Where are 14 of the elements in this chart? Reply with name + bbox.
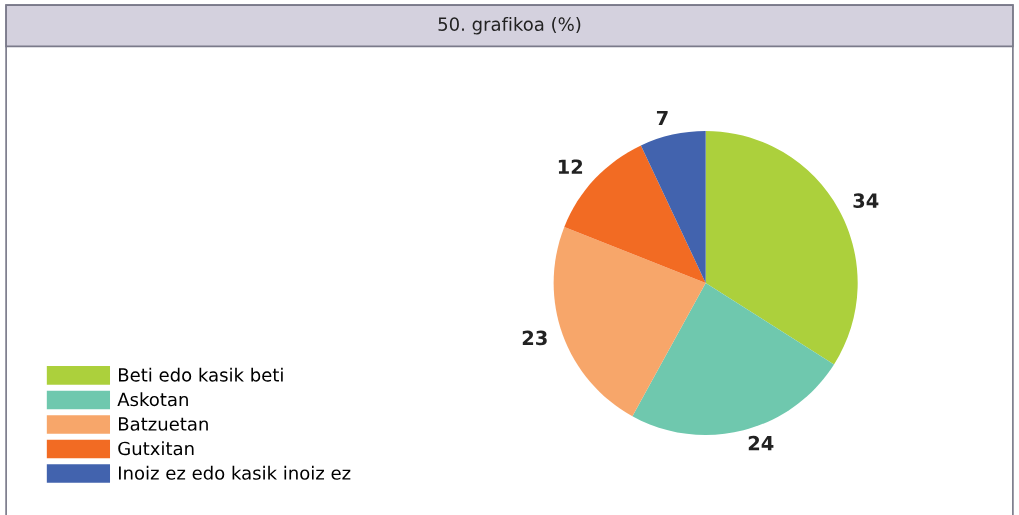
legend-label: Askotan <box>117 392 188 407</box>
chart-title: 50. grafikoa (%) <box>438 17 581 35</box>
data-label: 23 <box>522 330 547 346</box>
data-label: 24 <box>748 435 774 451</box>
legend-label: Inoiz ez edo kasik inoiz ez <box>119 465 351 480</box>
data-label: 12 <box>558 159 583 174</box>
data-label: 34 <box>853 193 879 209</box>
pie-slice <box>632 282 835 435</box>
legend-label: Batzuetan <box>119 417 208 431</box>
pie-slice <box>640 130 706 283</box>
pie-slice <box>553 226 706 417</box>
legend-label: Gutxitan <box>118 441 194 456</box>
data-label: 7 <box>656 110 668 126</box>
legend-label: Beti edo kasik beti <box>119 367 283 382</box>
